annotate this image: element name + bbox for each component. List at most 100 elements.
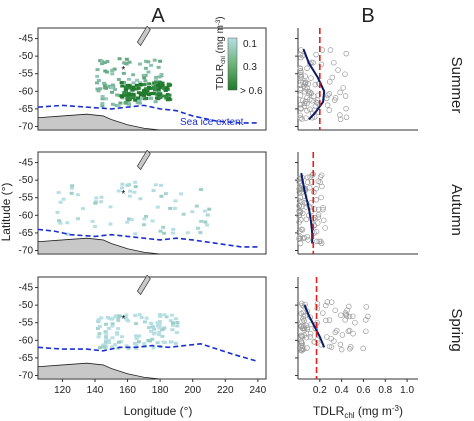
data-cell <box>97 332 102 336</box>
data-cell <box>133 185 138 189</box>
data-cell <box>170 328 175 332</box>
data-cell <box>100 62 105 66</box>
data-point <box>323 95 330 102</box>
data-cell <box>117 314 122 318</box>
data-cell <box>160 84 165 88</box>
data-cell <box>113 315 118 319</box>
data-cell <box>203 220 208 224</box>
y-tick-label: -50 <box>19 51 34 62</box>
data-cell <box>156 82 161 86</box>
data-cell <box>179 192 184 196</box>
data-point <box>307 330 314 337</box>
data-cell <box>185 231 190 235</box>
data-cell <box>102 83 107 87</box>
data-cell <box>141 73 146 77</box>
data-point <box>363 317 369 323</box>
data-point <box>332 329 338 336</box>
data-point <box>298 340 305 346</box>
data-cell <box>150 337 155 341</box>
data-cell <box>128 189 133 193</box>
data-cell <box>156 97 161 101</box>
data-cell <box>134 87 139 91</box>
data-point <box>299 227 306 233</box>
data-cell <box>104 335 109 339</box>
data-cell <box>153 81 158 85</box>
data-point <box>328 344 335 350</box>
profile-panel-spring: 0.2 0.4 0.6 0.8 1.0 <box>295 277 418 396</box>
data-point <box>301 318 307 324</box>
data-point <box>300 323 307 329</box>
data-cell <box>155 321 160 325</box>
legend-label-mid: 0.3 <box>243 62 257 73</box>
data-point <box>307 96 313 103</box>
data-cell <box>156 92 161 96</box>
fit-line <box>302 48 326 121</box>
data-cell <box>95 81 100 85</box>
data-cell <box>160 81 165 85</box>
data-cell <box>172 206 177 210</box>
data-cell <box>198 231 203 235</box>
data-cell <box>116 189 121 193</box>
data-cell <box>162 313 167 317</box>
data-point <box>332 97 338 103</box>
y-tick-label: -65 <box>19 228 34 239</box>
data-point <box>319 183 325 190</box>
data-cell <box>98 87 103 91</box>
data-cell <box>124 85 129 89</box>
data-point <box>337 116 344 123</box>
data-cell <box>156 88 161 92</box>
data-point <box>318 240 325 247</box>
data-cell <box>75 217 80 221</box>
data-point <box>331 59 337 66</box>
data-point <box>296 212 302 218</box>
data-point <box>323 317 329 324</box>
data-cell <box>162 94 167 98</box>
data-cell <box>158 95 163 99</box>
data-point <box>320 217 327 224</box>
data-cell <box>125 183 130 187</box>
data-cell <box>153 183 158 187</box>
data-point <box>296 178 303 185</box>
data-cell <box>119 94 124 98</box>
data-point <box>342 93 349 99</box>
antarctica-land <box>37 113 161 131</box>
y-tick-label: -55 <box>19 193 34 204</box>
data-cell <box>93 201 98 205</box>
map-y-axis-label: Latitude (°) <box>0 183 13 242</box>
data-cell <box>164 95 169 99</box>
data-cell <box>119 340 124 344</box>
data-cell <box>157 326 162 330</box>
data-cell <box>158 59 163 63</box>
data-cell <box>122 80 127 84</box>
data-cell <box>149 329 154 333</box>
data-cell <box>127 194 132 198</box>
data-cell <box>110 322 115 326</box>
station-marker: * <box>121 189 125 200</box>
data-point <box>297 194 303 201</box>
data-cell <box>115 332 120 336</box>
y-tick-label: -65 <box>19 353 34 364</box>
data-point <box>298 73 304 80</box>
data-cell <box>147 87 152 91</box>
data-cell <box>166 82 171 86</box>
data-cell <box>120 186 125 190</box>
data-point <box>296 203 303 209</box>
data-point <box>297 92 304 98</box>
data-cell <box>144 59 149 63</box>
data-cell <box>131 95 136 99</box>
data-cell <box>155 205 160 209</box>
data-point <box>306 90 312 97</box>
fit-line <box>300 172 314 244</box>
data-point <box>303 334 310 341</box>
data-cell <box>158 315 163 319</box>
data-cell <box>142 76 147 80</box>
data-cell <box>131 92 136 96</box>
data-point <box>302 313 308 319</box>
season-label-autumn: Autumn <box>448 184 465 236</box>
data-cell <box>146 70 151 74</box>
data-point <box>337 341 344 348</box>
x-tick-label: 200 <box>184 385 201 396</box>
data-point <box>300 79 306 86</box>
data-cell <box>149 322 154 326</box>
x-tick-label: 140 <box>87 385 104 396</box>
